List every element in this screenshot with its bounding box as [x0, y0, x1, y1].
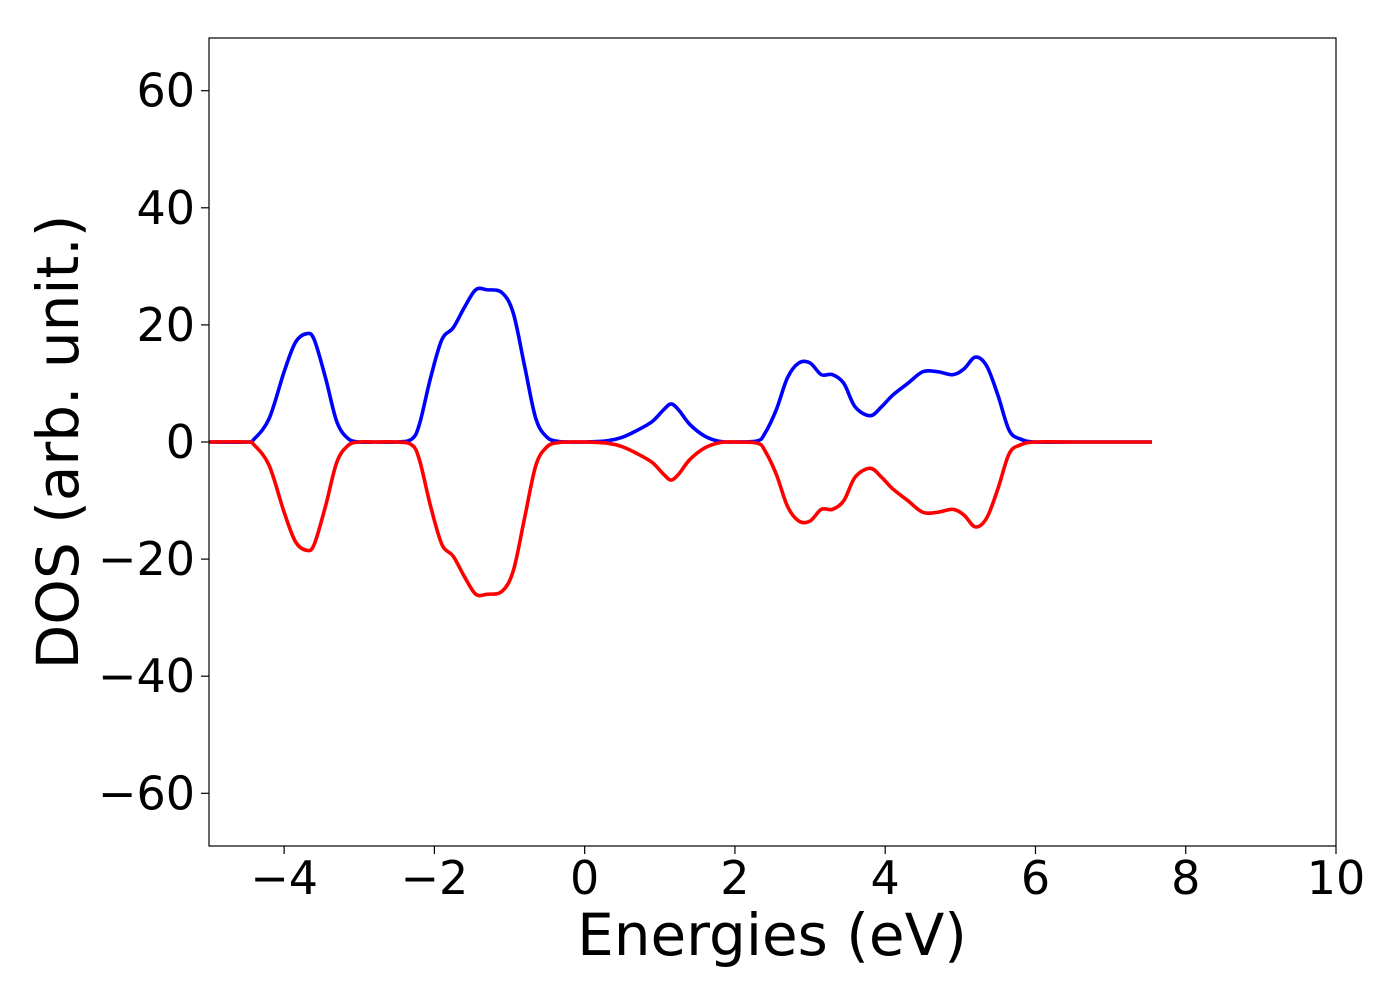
y-tick-label: 40 — [136, 181, 195, 235]
y-tick-label: −40 — [98, 649, 195, 703]
y-tick-label: −20 — [98, 532, 195, 586]
x-tick-label: −4 — [250, 851, 318, 905]
y-tick-label: 60 — [136, 64, 195, 118]
x-tick-label: 6 — [1021, 851, 1050, 905]
x-tick-label: 2 — [720, 851, 749, 905]
x-tick-label: 10 — [1307, 851, 1366, 905]
y-tick-label: 20 — [136, 298, 195, 352]
y-axis-title: DOS (arb. unit.) — [24, 215, 92, 670]
series-line-2 — [208, 439, 1152, 598]
x-axis-ticks: −4 −2 0 2 4 6 8 10 — [250, 846, 1365, 905]
series-line-1 — [208, 286, 1152, 445]
x-axis-title: Energies (eV) — [577, 901, 967, 969]
series-layer — [208, 286, 1152, 598]
y-axis-ticks: −60 −40 −20 0 20 40 60 — [98, 64, 209, 820]
x-tick-label: 0 — [570, 851, 599, 905]
x-tick-label: 8 — [1171, 851, 1200, 905]
x-tick-label: −2 — [400, 851, 468, 905]
x-tick-label: 4 — [871, 851, 900, 905]
y-tick-label: 0 — [166, 415, 195, 469]
y-tick-label: −60 — [98, 766, 195, 820]
